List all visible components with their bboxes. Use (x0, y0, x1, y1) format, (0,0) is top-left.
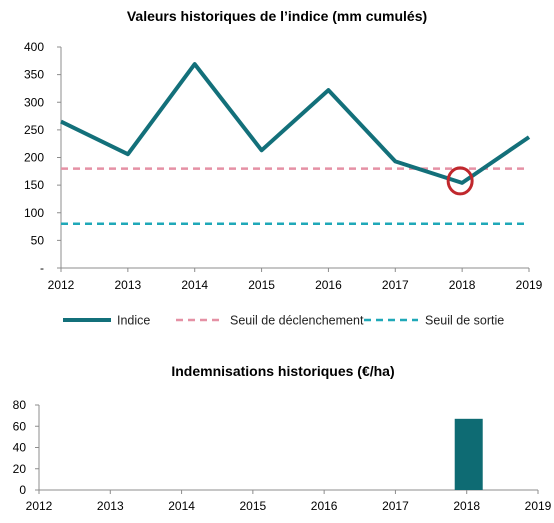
indemnity-chart-title: Indemnisations historiques (€/ha) (171, 363, 394, 379)
indemnity-y-tick-label: 60 (13, 419, 27, 433)
indemnity-x-tick-label: 2013 (97, 499, 124, 513)
index-x-tick-label: 2012 (48, 278, 75, 292)
indemnity-x-tick-label: 2012 (26, 499, 53, 513)
indemnity-x-tick-label: 2016 (311, 499, 338, 513)
indemnity-x-tick-label: 2019 (525, 499, 552, 513)
indemnity-x-tick-label: 2015 (240, 499, 267, 513)
index-y-tick-label: 250 (24, 123, 44, 137)
legend-index-label: Indice (117, 314, 150, 328)
index-y-tick-label: 150 (24, 178, 44, 192)
indemnity-y-tick-label: 20 (13, 462, 27, 476)
indemnity-x-tick-label: 2017 (382, 499, 409, 513)
highlight-circle (446, 166, 474, 196)
index-y-tick-label: - (40, 261, 44, 275)
indemnity-y-tick-label: 80 (13, 398, 27, 412)
index-x-tick-label: 2014 (181, 278, 208, 292)
indemnity-x-tick-label: 2018 (453, 499, 480, 513)
index-y-tick-label: 400 (24, 40, 44, 54)
legend-trigger-threshold-label: Seuil de déclenchement (230, 314, 364, 328)
index-y-tick-label: 50 (31, 233, 45, 247)
index-x-tick-label: 2015 (248, 278, 275, 292)
legend-exit-threshold-label: Seuil de sortie (425, 314, 504, 328)
index-x-tick-label: 2016 (315, 278, 342, 292)
index-y-tick-label: 200 (24, 151, 44, 165)
index-x-tick-label: 2018 (449, 278, 476, 292)
indemnity-bar-2018 (454, 418, 483, 490)
index-chart-title: Valeurs historiques de l’indice (mm cumu… (127, 8, 427, 24)
index-y-tick-label: 100 (24, 206, 44, 220)
index-x-tick-label: 2017 (382, 278, 409, 292)
indemnity-x-tick-label: 2014 (168, 499, 195, 513)
index-x-tick-label: 2019 (516, 278, 543, 292)
index-x-tick-label: 2013 (115, 278, 142, 292)
index-y-tick-label: 350 (24, 68, 44, 82)
index-y-tick-label: 300 (24, 95, 44, 109)
index-line (60, 62, 531, 185)
indemnity-y-tick-label: 0 (19, 483, 26, 497)
indemnity-y-tick-label: 40 (13, 441, 27, 455)
